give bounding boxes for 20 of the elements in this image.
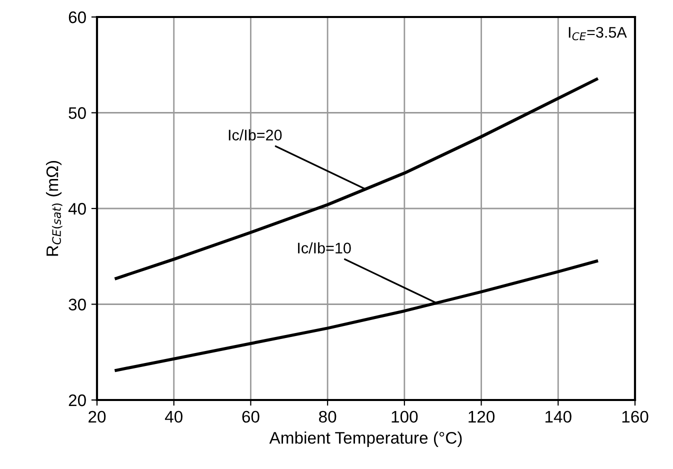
y-tick-label: 30 [68,298,86,310]
x-tick-label: 40 [164,410,182,423]
y-axis-title: R$_{CE(sat)}$ (mΩ) [46,160,62,256]
x-tick-label: 20 [88,410,106,423]
y-tick-label: 20 [68,394,86,406]
x-tick-label: 60 [242,410,260,423]
annotation: Ic/Ib=20 [228,129,282,140]
x-tick-label: 120 [468,410,495,423]
annotation: I$_{CE}$=3.5A [568,26,627,40]
y-tick-label: 50 [68,107,86,119]
line-series [114,260,598,372]
x-tick-label: 100 [392,410,418,423]
x-tick-label: 80 [319,410,336,423]
x-tick-label: 140 [546,410,572,423]
y-tick-label: 60 [68,11,86,24]
x-tick-label: 160 [622,410,648,423]
line-series [114,78,598,280]
annotation: Ic/Ib=10 [298,242,351,254]
x-axis-title: Ambient Temperature (°C) [269,432,462,448]
y-tick-label: 40 [68,202,86,215]
